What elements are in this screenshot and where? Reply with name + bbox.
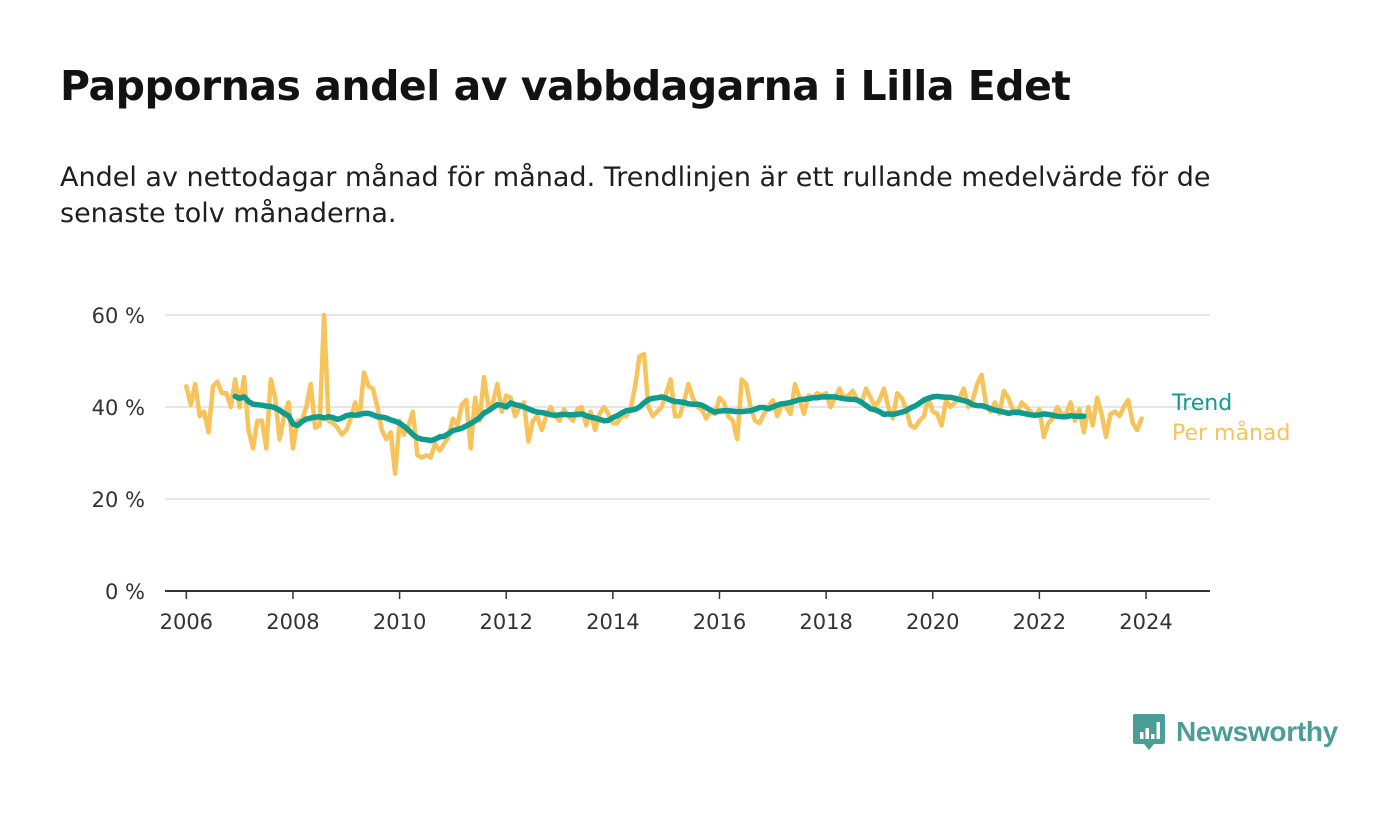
x-tick-label: 2010 (373, 610, 426, 634)
series-line-trend (232, 393, 1087, 444)
y-tick-label: 20 % (92, 488, 145, 512)
y-tick-label: 0 % (105, 580, 145, 604)
x-tick-label: 2016 (693, 610, 746, 634)
y-axis-ticks: 0 % 20 % 40 % 60 % (92, 304, 145, 604)
x-tick-label: 2006 (160, 610, 213, 634)
gridlines (165, 314, 1210, 592)
series-lines (184, 312, 1144, 476)
chart-subtitle: Andel av nettodagar månad för månad. Tre… (60, 162, 1211, 229)
chart-title: Pappornas andel av vabbdagarna i Lilla E… (60, 62, 1071, 110)
series-label-trend: Trend (1171, 391, 1232, 416)
x-tick-label: 2014 (586, 610, 639, 634)
x-axis-ticks: 2006 2008 2010 2012 2014 2016 2018 2020 2022 2024 (160, 591, 1173, 634)
series-line-per-manad (184, 312, 1144, 476)
x-tick-label: 2012 (479, 610, 532, 634)
brand-logo: Newsworthy (1132, 712, 1338, 752)
x-tick-label: 2008 (266, 610, 319, 634)
y-tick-label: 60 % (92, 304, 145, 328)
x-tick-label: 2020 (906, 610, 959, 634)
series-label-per-manad: Per månad (1172, 420, 1290, 446)
y-tick-label: 40 % (92, 396, 145, 420)
x-tick-label: 2018 (799, 610, 852, 634)
x-tick-label: 2024 (1119, 610, 1172, 634)
brand-name: Newsworthy (1176, 716, 1338, 747)
line-end-labels: Per månad Trend (1171, 391, 1290, 446)
x-tick-label: 2022 (1013, 610, 1066, 634)
newsworthy-logo-icon (1133, 714, 1165, 750)
